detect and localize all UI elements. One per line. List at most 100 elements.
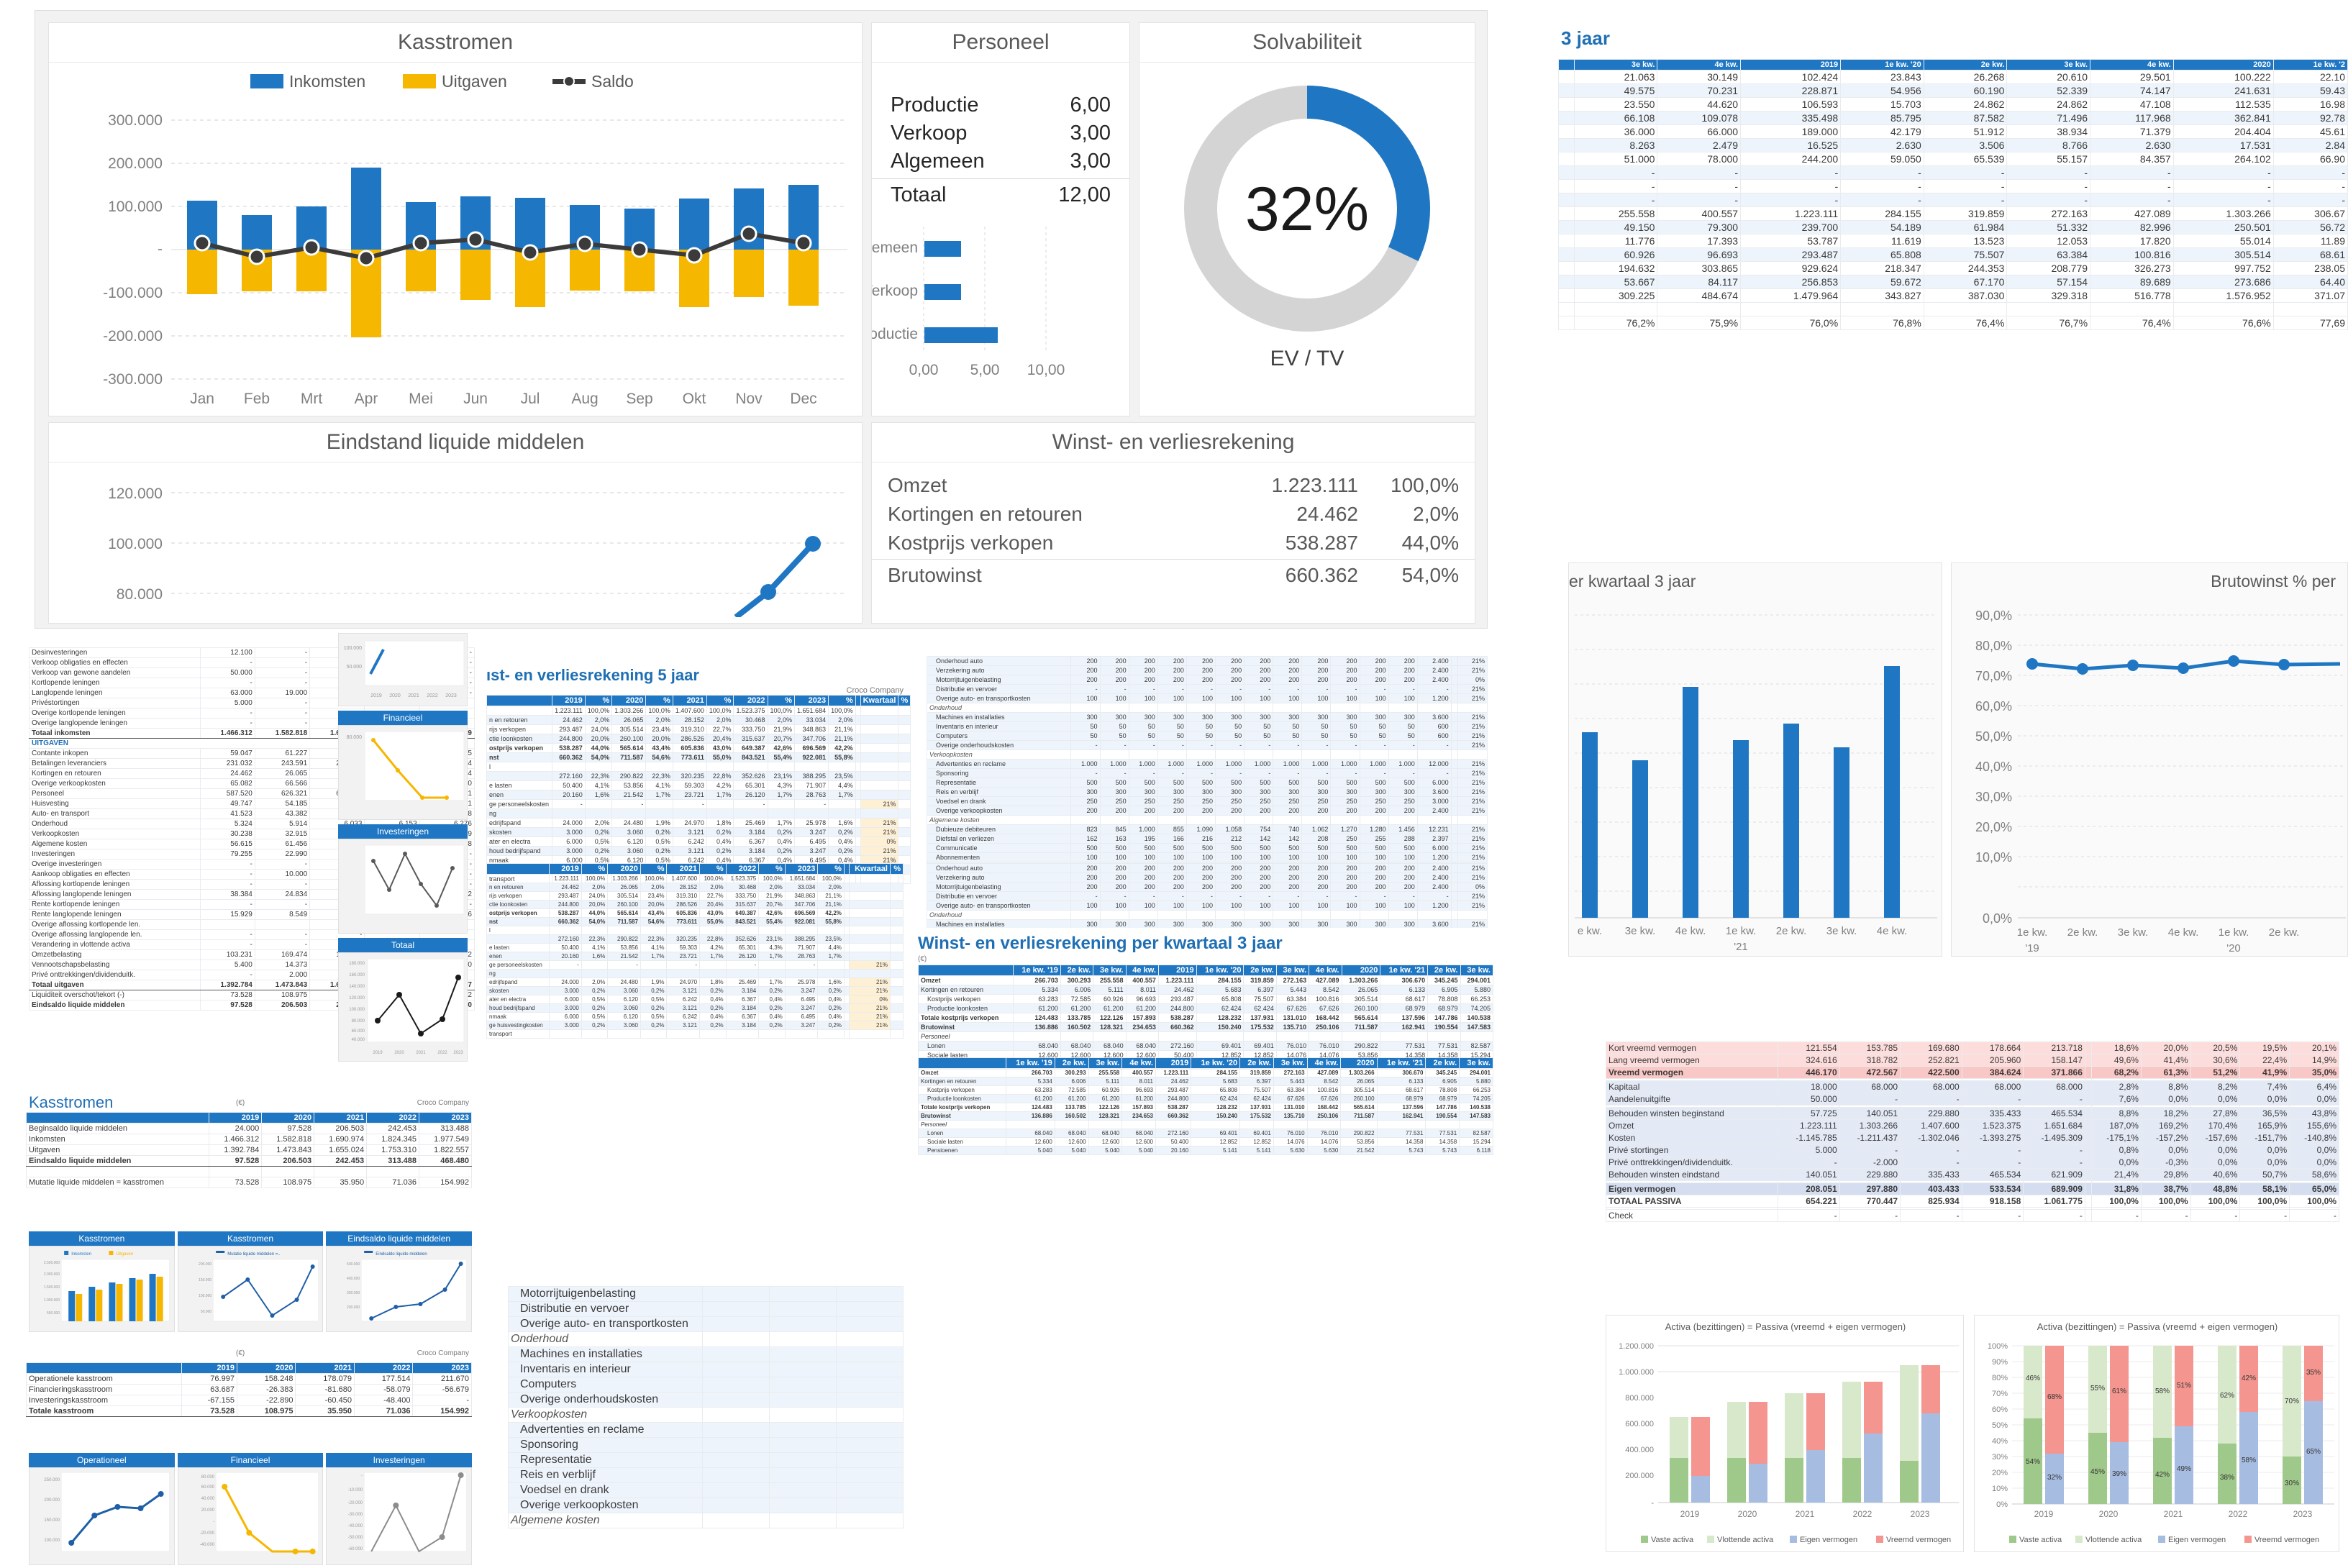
cell: 50.000 [199,667,255,678]
cell: 54.185 [254,798,311,809]
cell: 4,3% [758,943,786,952]
row-label: Dubieuze debiteuren [926,824,1072,834]
table-header-row: 2019% 2020% 2021% 2022% 2023% Kwartaal% [486,863,904,875]
svg-text:0%: 0% [1996,1500,2008,1509]
cell: -67.155 [181,1395,237,1406]
row-label: Investeringskasstroom [26,1395,182,1406]
cell: 1.000 [1070,759,1101,769]
cell: 55,4% [758,917,786,926]
svg-text:Feb: Feb [244,391,270,407]
cell [767,799,796,809]
cell: 68.040 [1093,1041,1127,1051]
brutowinst-line-title: Brutowinst % per [2211,572,2336,591]
cell: 200 [1388,656,1418,666]
cell: 67.626 [1306,1094,1342,1103]
row-label: Eigen vermogen [1605,1182,1779,1195]
row-label: ge huisvestingkosten [486,1021,550,1030]
table-row: Kort vreemd vermogen 121.554 153.785 169.68… [1605,1041,2339,1054]
row-label: Totaal uitgaven [29,980,201,990]
cell: 50 [1070,721,1101,731]
cell: 5.743 [1376,1146,1426,1155]
gap-cell [855,762,861,772]
table-row: 309.225 484.674 1.479.964 343.827 387.030 329… [1558,288,2348,303]
cell: 200 [1128,872,1158,883]
cell: 200 [1244,863,1274,873]
column-header: 1e kw. '20 [1196,965,1244,976]
total-cell: 3.600 [1416,712,1452,722]
cell: 50 [1128,721,1158,731]
eindstand-line [734,542,815,620]
kasstromen-title: Kasstromen [49,23,862,63]
gap-cell [843,995,850,1004]
cell: 252.821 [1900,1054,1962,1067]
cell [699,960,727,970]
list-item: Verkoopkosten [508,1407,904,1423]
row-label: Onderhoud auto [926,656,1072,666]
list-item-label: Verkoopkosten [508,1407,703,1423]
cell [706,808,734,819]
cell: 24.462 [549,883,582,892]
cell: 50,7% [2239,1168,2290,1181]
cell: - [1128,768,1158,778]
cell [1740,302,1842,316]
row-label: Onderhoud auto [927,863,1072,873]
cell: 69.401 [1239,1129,1274,1138]
cell: 68.000 [1839,1080,1901,1093]
cell: 773.611 [666,917,701,926]
cell: 0,2% [699,1003,727,1013]
cell: 102.424 [1740,70,1842,84]
gap-cell [2084,1080,2093,1093]
cell: 35,0% [2289,1066,2339,1079]
cell [1191,1120,1241,1129]
gap-cell [843,1021,850,1030]
cell [836,1437,904,1453]
cell [1459,1120,1493,1129]
cell: 689.909 [2023,1182,2085,1195]
cell [849,969,891,978]
row-label [486,706,553,716]
cell: 43,0% [699,908,727,918]
cell: 21% [849,977,891,987]
pct-cell: 21% [1457,863,1488,873]
svg-text:150.000: 150.000 [44,1518,60,1523]
cell: 6.242 [672,837,707,847]
svg-text:200.000: 200.000 [347,1305,360,1310]
column-header: 3e kw. [2006,59,2091,70]
cell [1214,703,1245,713]
column-header: 2022 [725,863,760,875]
table-row: Communicatie 500 500 500 500 500 500 500 500 500 5… [926,843,1488,853]
svg-text:100.000: 100.000 [44,1539,60,1543]
cell: 200 [1214,675,1245,685]
table-row: Representatie 500 500 500 500 500 500 500 500 500… [926,778,1488,788]
cell: 26.268 [1923,70,2008,84]
cell: 76.010 [1275,1041,1310,1051]
cell: 26.065 [1341,985,1381,995]
pct-cell [1457,703,1488,713]
cell: 200 [1186,656,1216,666]
cell: 300 [1388,787,1418,797]
cell: 843.521 [725,917,760,926]
cell [1186,910,1216,920]
cell [1099,703,1129,713]
personeel-total-row: Totaal 12,00 [872,178,1129,209]
cell: 22,8% [699,934,727,944]
cell: 59.047 [199,748,255,759]
table-row: Computers 50 50 50 50 50 50 50 50 50 50 50 50 600 21% [926,731,1488,741]
cell: 175.532 [1239,1111,1274,1121]
cell: 250 [1157,796,1187,806]
cell: 300 [1128,919,1158,928]
cell: - [1840,165,1924,180]
cell: 300 [1359,919,1389,928]
wv5-company: Croco Company [846,686,904,695]
column-header: % [581,863,609,875]
cell [1275,1031,1310,1041]
cell: 20,7% [758,900,786,909]
cell: 200 [1330,665,1360,675]
cell: 400.557 [1121,1068,1156,1077]
list-item: Voedsel en drank [508,1482,904,1498]
cell: 300 [1214,919,1245,928]
cell: 0,2% [828,846,856,856]
cell: 23,1% [758,934,786,944]
cell [769,1498,837,1513]
solvabiliteit-caption: EV / TV [1270,347,1344,370]
